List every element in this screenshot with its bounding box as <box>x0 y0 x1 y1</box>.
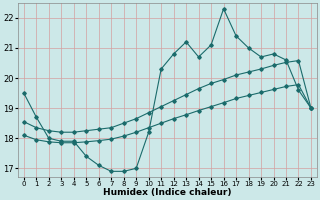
X-axis label: Humidex (Indice chaleur): Humidex (Indice chaleur) <box>103 188 232 197</box>
